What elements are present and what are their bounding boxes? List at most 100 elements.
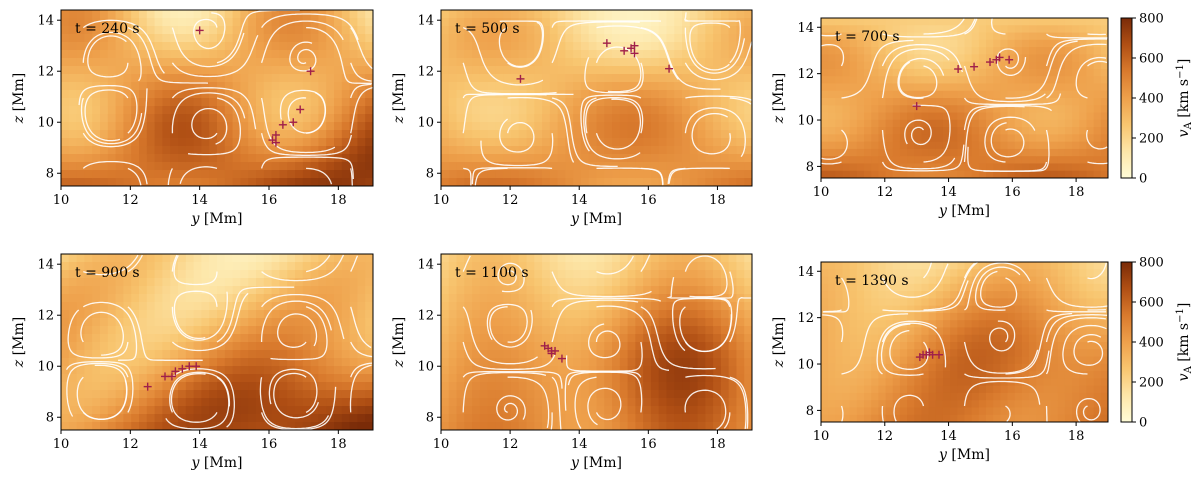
colorbar-tick-label: 600 xyxy=(1139,296,1164,311)
streamline xyxy=(587,387,622,426)
marker-group xyxy=(195,26,315,147)
streamline xyxy=(684,27,746,74)
streamline xyxy=(80,311,124,356)
streamline xyxy=(82,31,142,82)
streamline xyxy=(841,313,909,375)
streamline xyxy=(191,107,228,145)
marker-plus xyxy=(195,26,204,35)
streamline xyxy=(964,262,1031,311)
streamline xyxy=(350,62,372,82)
streamline xyxy=(261,293,345,340)
streamline xyxy=(881,48,950,99)
streamline xyxy=(881,322,947,368)
streamline xyxy=(498,21,544,68)
streamline xyxy=(876,320,938,375)
streamline xyxy=(350,306,372,349)
streamline xyxy=(260,97,336,154)
streamline xyxy=(912,104,951,163)
streamline xyxy=(689,22,731,71)
time-label: t = 900 s xyxy=(75,265,140,281)
streamline xyxy=(668,167,730,184)
streamline xyxy=(963,341,1039,374)
y-tick-label: 14 xyxy=(797,265,814,280)
streamline xyxy=(167,168,173,186)
time-label: t = 1390 s xyxy=(835,273,909,289)
streamline xyxy=(279,89,327,134)
axes-frame xyxy=(60,9,374,187)
streamline xyxy=(171,87,257,130)
marker-plus xyxy=(192,362,201,371)
marker-group xyxy=(516,39,674,83)
marker-plus xyxy=(161,372,169,381)
time-label: t = 1100 s xyxy=(455,265,529,281)
streamline xyxy=(588,323,621,359)
streamline xyxy=(684,297,733,353)
x-tick-label: 10 xyxy=(433,193,450,208)
streamline xyxy=(170,373,218,423)
streamline xyxy=(595,98,642,150)
streamline xyxy=(684,389,727,430)
colorbar-tick-label: 400 xyxy=(1139,336,1164,351)
streamline xyxy=(1046,309,1107,313)
streamline xyxy=(685,95,752,101)
panel-5: 10 12 14 16 18 8 10 12 14 y [Mm] z [Mm] t = 1100 s xyxy=(391,253,753,471)
streamline xyxy=(1005,40,1078,99)
streamline xyxy=(584,57,644,94)
streamline xyxy=(193,12,226,50)
marker-plus xyxy=(143,382,152,391)
marker-plus xyxy=(296,105,305,114)
x-tick-label: 10 xyxy=(53,193,70,208)
streamline xyxy=(350,27,373,70)
streamline xyxy=(990,18,1006,35)
streamline xyxy=(963,93,1062,106)
x-tick-label: 18 xyxy=(709,437,726,452)
heatmap-field xyxy=(821,262,1108,422)
streamline xyxy=(474,167,508,186)
x-tick-label: 16 xyxy=(1004,429,1021,444)
streamline xyxy=(596,255,634,275)
streamline xyxy=(881,405,884,422)
colorbar-label: vA [km s−1] xyxy=(1175,303,1194,382)
axes-frame xyxy=(60,253,374,431)
streamline xyxy=(171,34,259,78)
streamline xyxy=(462,255,471,272)
y-axis-label: z [Mm] xyxy=(391,317,407,368)
streamline xyxy=(989,320,1016,352)
streamline xyxy=(462,371,547,413)
streamline xyxy=(82,301,138,361)
streamline xyxy=(1046,33,1108,39)
marker-plus xyxy=(271,130,280,139)
streamline xyxy=(489,306,533,348)
y-tick-label: 10 xyxy=(797,358,814,373)
colorbar-tick-label: 200 xyxy=(1139,376,1164,391)
streamline xyxy=(127,254,143,273)
streamline xyxy=(1073,334,1104,366)
streamline xyxy=(564,370,642,411)
streamline xyxy=(640,167,664,185)
streamline xyxy=(350,168,353,186)
streamline xyxy=(188,97,241,156)
y-tick-label: 10 xyxy=(37,360,54,375)
streamline xyxy=(1087,60,1108,67)
y-axis-label: z [Mm] xyxy=(391,73,407,124)
streamline xyxy=(486,303,528,343)
streamline xyxy=(260,133,353,156)
streamline xyxy=(350,83,372,99)
streamline xyxy=(499,118,535,153)
streamline xyxy=(1045,314,1108,343)
x-tick-label: 10 xyxy=(53,437,70,452)
x-tick-label: 14 xyxy=(191,193,208,208)
y-tick-label: 14 xyxy=(417,14,434,29)
y-axis-label: z [Mm] xyxy=(771,317,787,368)
streamline xyxy=(893,394,925,422)
streamline xyxy=(350,255,359,272)
streamline xyxy=(306,26,372,84)
marker-group xyxy=(540,341,566,363)
streamline xyxy=(1075,56,1107,99)
streamline xyxy=(684,107,746,158)
x-tick-label: 10 xyxy=(813,429,830,444)
streamline xyxy=(1045,277,1108,308)
streamline xyxy=(507,376,550,429)
streamline xyxy=(507,96,575,163)
y-tick-label: 12 xyxy=(417,309,434,324)
